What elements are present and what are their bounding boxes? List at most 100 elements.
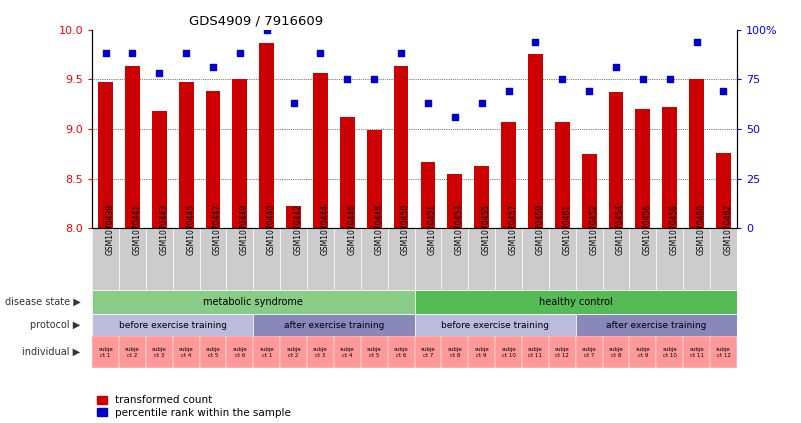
Bar (582, 154, 597, 228)
Bar (173, 228, 199, 290)
Bar (635, 109, 650, 228)
Bar (173, 336, 199, 368)
Point (368, 76, 380, 82)
Point (99, 50, 112, 57)
Text: before exercise training: before exercise training (441, 321, 549, 330)
Text: GSM1070460: GSM1070460 (697, 204, 706, 255)
Text: GSM1070454: GSM1070454 (616, 204, 625, 255)
Text: GSM1070458: GSM1070458 (670, 204, 678, 255)
Text: GSM1070456: GSM1070456 (643, 204, 652, 255)
Bar (415, 290, 737, 314)
Point (717, 88, 730, 95)
Bar (227, 228, 253, 290)
Text: GSM1070443: GSM1070443 (159, 204, 168, 255)
Text: metabolic syndrome: metabolic syndrome (203, 297, 304, 307)
Text: GSM1070442: GSM1070442 (294, 204, 303, 255)
Bar (683, 336, 710, 368)
Text: subje
ct 4: subje ct 4 (179, 347, 194, 357)
Bar (710, 336, 737, 368)
Bar (360, 336, 388, 368)
Text: GSM1070462: GSM1070462 (723, 204, 732, 255)
Bar (630, 228, 656, 290)
Text: subje
ct 5: subje ct 5 (206, 347, 220, 357)
Bar (662, 107, 677, 228)
Bar (253, 228, 280, 290)
Bar (602, 336, 630, 368)
Bar (253, 336, 280, 368)
Bar (549, 228, 576, 290)
Text: subje
ct 3: subje ct 3 (152, 347, 167, 357)
Text: GSM1070451: GSM1070451 (428, 204, 437, 255)
Bar (415, 336, 441, 368)
Bar (522, 228, 549, 290)
Text: subje
ct 11: subje ct 11 (689, 347, 704, 357)
Bar (92, 314, 253, 336)
Text: subje
ct 1: subje ct 1 (260, 347, 274, 357)
Bar (119, 228, 146, 290)
Text: subje
ct 7: subje ct 7 (421, 347, 435, 357)
Point (556, 76, 569, 82)
Point (421, 100, 434, 107)
Bar (495, 336, 522, 368)
Text: GSM1070449: GSM1070449 (239, 204, 249, 255)
Text: GSM1070457: GSM1070457 (509, 204, 517, 255)
Bar (92, 336, 119, 368)
Text: subje
ct 12: subje ct 12 (716, 347, 731, 357)
Point (395, 50, 408, 57)
Text: GSM1070439: GSM1070439 (106, 204, 115, 255)
Point (233, 50, 246, 57)
Text: GSM1070450: GSM1070450 (401, 204, 410, 255)
Text: subje
ct 3: subje ct 3 (313, 347, 328, 357)
Point (529, 38, 541, 45)
Point (475, 100, 488, 107)
Text: subje
ct 10: subje ct 10 (501, 347, 516, 357)
Bar (92, 228, 119, 290)
Text: subje
ct 11: subje ct 11 (528, 347, 543, 357)
Text: subje
ct 4: subje ct 4 (340, 347, 355, 357)
Bar (421, 162, 435, 228)
Bar (501, 122, 516, 228)
Bar (307, 336, 334, 368)
Bar (280, 336, 307, 368)
Bar (710, 228, 737, 290)
Point (583, 88, 596, 95)
Text: GSM1070445: GSM1070445 (186, 204, 195, 255)
Bar (528, 55, 543, 228)
Bar (441, 228, 469, 290)
Bar (630, 336, 656, 368)
Text: subje
ct 7: subje ct 7 (582, 347, 597, 357)
Text: GDS4909 / 7916609: GDS4909 / 7916609 (189, 15, 324, 28)
Point (153, 70, 166, 77)
Text: subje
ct 6: subje ct 6 (232, 347, 248, 357)
Bar (576, 336, 602, 368)
Text: subje
ct 1: subje ct 1 (99, 347, 113, 357)
Text: GSM1070444: GSM1070444 (320, 204, 329, 255)
Bar (260, 43, 274, 228)
Bar (313, 73, 328, 228)
Bar (179, 82, 194, 228)
Bar (388, 336, 415, 368)
Bar (495, 228, 522, 290)
Text: GSM1070446: GSM1070446 (348, 204, 356, 255)
Text: subje
ct 2: subje ct 2 (125, 347, 140, 357)
Point (610, 64, 622, 71)
Bar (367, 130, 381, 228)
Text: subje
ct 12: subje ct 12 (555, 347, 570, 357)
Text: GSM1070441: GSM1070441 (132, 204, 142, 255)
Bar (469, 228, 495, 290)
Bar (119, 336, 146, 368)
Point (663, 76, 676, 82)
Text: GSM1070455: GSM1070455 (481, 204, 491, 255)
Bar (146, 228, 173, 290)
Bar (394, 66, 409, 228)
Text: subje
ct 9: subje ct 9 (474, 347, 489, 357)
Point (207, 64, 219, 71)
Bar (602, 228, 630, 290)
Point (260, 26, 273, 33)
Bar (522, 336, 549, 368)
Text: disease state ▶: disease state ▶ (5, 297, 81, 307)
Text: GSM1070440: GSM1070440 (267, 204, 276, 255)
Text: subje
ct 5: subje ct 5 (367, 347, 381, 357)
Point (637, 76, 650, 82)
Point (314, 50, 327, 57)
